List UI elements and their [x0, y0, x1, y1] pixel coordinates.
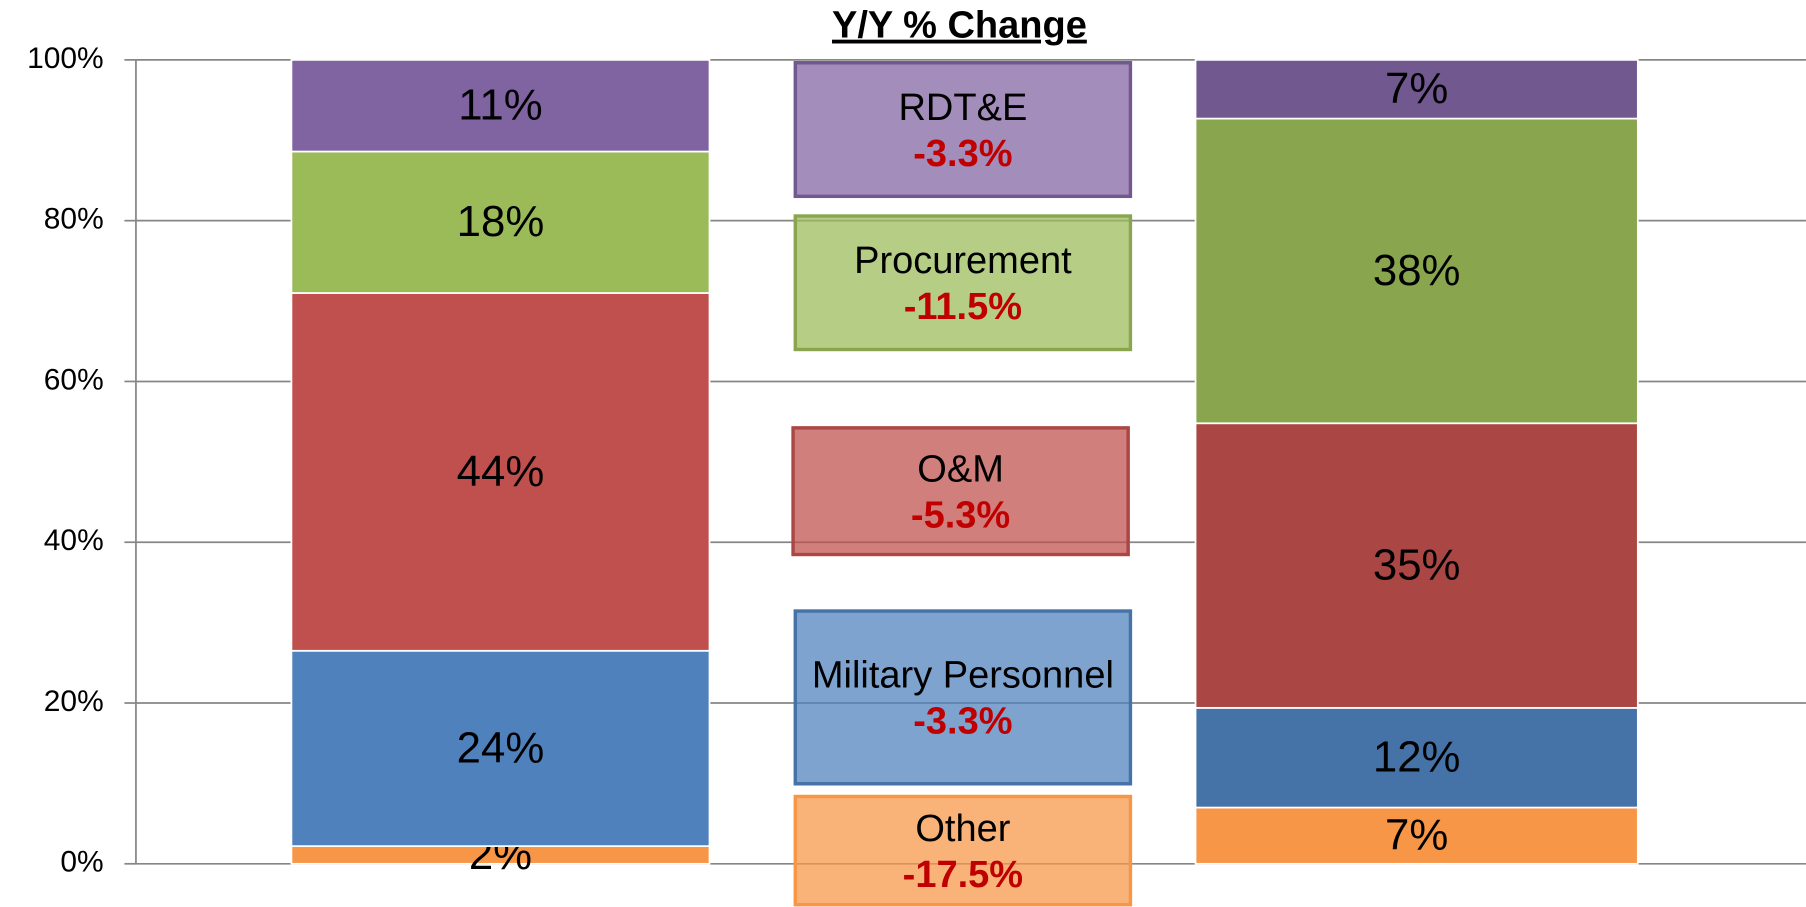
legend-box: RDT&E-3.3% — [794, 61, 1133, 198]
legend-box-frame: Procurement-11.5% — [794, 214, 1133, 351]
data-label: 7% — [1385, 811, 1448, 860]
y-tick-label: 100% — [27, 42, 104, 75]
legend-box: Military Personnel-3.3% — [794, 609, 1133, 785]
data-label: 12% — [1373, 733, 1461, 782]
legend-label: Procurement — [854, 237, 1072, 283]
y-tick-label: 60% — [44, 363, 104, 396]
change-label: -3.3% — [913, 697, 1012, 743]
legend-box-frame: RDT&E-3.3% — [794, 61, 1133, 198]
legend-box: Other-17.5% — [794, 795, 1133, 907]
y-tick-label: 20% — [44, 685, 104, 718]
data-label: 7% — [1385, 64, 1448, 113]
y-tick-label: 80% — [44, 203, 104, 236]
chart-title: Y/Y % Change — [832, 5, 1087, 47]
change-label: -11.5% — [904, 283, 1022, 329]
legend-box: Procurement-11.5% — [794, 214, 1133, 351]
y-tick-label: 40% — [44, 524, 104, 557]
legend-label: O&M — [917, 446, 1004, 492]
change-label: -3.3% — [913, 130, 1012, 176]
page: Y/Y % Change 0%20%40%60%80%100%2%24%44%1… — [0, 0, 1806, 907]
legend-box-frame: Military Personnel-3.3% — [794, 609, 1133, 785]
legend-label: Other — [915, 805, 1010, 851]
change-label: -5.3% — [911, 491, 1010, 537]
data-label: 35% — [1373, 540, 1461, 589]
chart: Y/Y % Change 0%20%40%60%80%100%2%24%44%1… — [0, 0, 1806, 907]
data-label: 18% — [457, 197, 545, 246]
legend-label: RDT&E — [898, 84, 1027, 130]
data-label: 11% — [458, 81, 542, 130]
legend-box-frame: Other-17.5% — [794, 795, 1133, 907]
legend-box: O&M-5.3% — [791, 426, 1130, 556]
data-label: 38% — [1373, 246, 1461, 295]
change-label: -17.5% — [903, 851, 1023, 897]
legend-box-frame: O&M-5.3% — [791, 426, 1130, 556]
y-tick-label: 0% — [60, 846, 103, 879]
data-label: 44% — [457, 447, 545, 496]
legend-label: Military Personnel — [812, 652, 1114, 698]
data-label: 24% — [457, 723, 545, 772]
